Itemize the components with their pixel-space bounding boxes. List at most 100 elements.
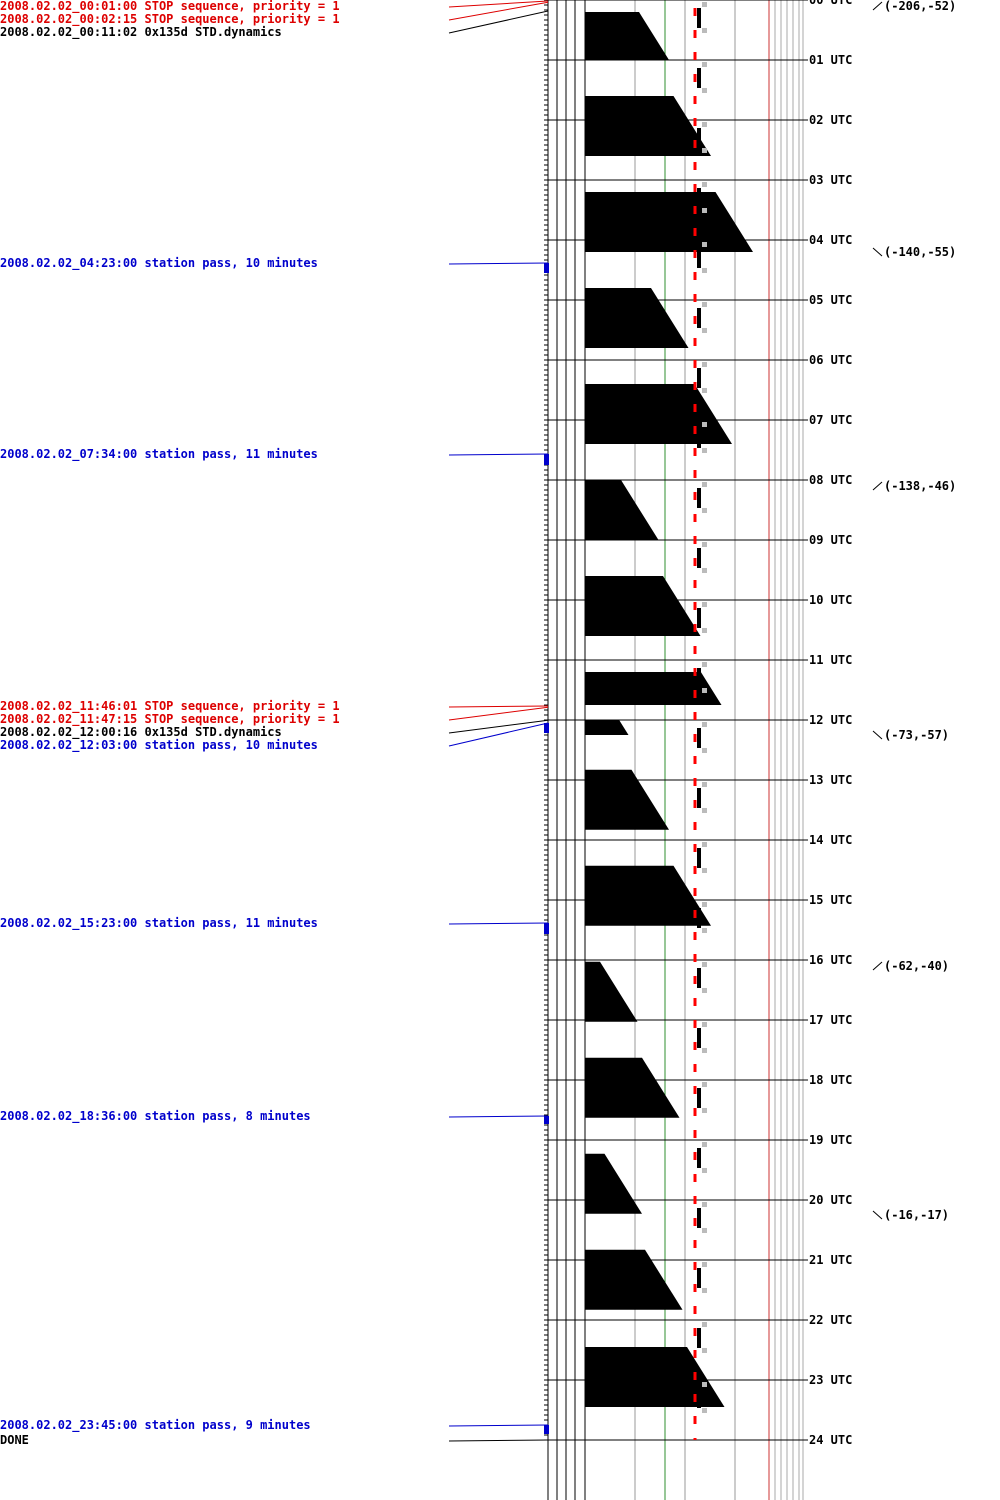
status-marker-grey: [702, 902, 707, 907]
hour-label: 04 UTC: [809, 233, 853, 247]
status-marker-grey: [702, 928, 707, 933]
status-marker-grey: [702, 602, 707, 607]
status-marker: [697, 1148, 701, 1168]
status-marker-grey: [702, 148, 707, 153]
hour-label: 20 UTC: [809, 1193, 853, 1207]
status-marker: [697, 1088, 701, 1108]
orbit-segment: [585, 1249, 683, 1310]
status-marker-grey: [702, 362, 707, 367]
hour-label: 01 UTC: [809, 53, 853, 67]
status-marker: [697, 1028, 701, 1048]
status-marker-grey: [702, 2, 707, 7]
status-marker-grey: [702, 1202, 707, 1207]
status-marker-grey: [702, 88, 707, 93]
hour-label: 23 UTC: [809, 1373, 853, 1387]
coordinate-tick-icon: [872, 481, 883, 491]
coordinate-label: (-62,-40): [884, 959, 950, 973]
event-connector: [448, 706, 549, 721]
status-marker-grey: [702, 122, 707, 127]
status-marker-grey: [702, 208, 707, 213]
event-connector: [448, 453, 549, 456]
status-marker: [697, 368, 701, 388]
status-marker: [697, 128, 701, 148]
event-label: 2008.02.02_11:46:01 STOP sequence, prior…: [0, 699, 340, 713]
hour-label: 08 UTC: [809, 473, 853, 487]
event-connector: [448, 1, 549, 21]
status-marker-grey: [702, 1108, 707, 1113]
status-marker-grey: [702, 242, 707, 247]
status-marker: [697, 668, 701, 688]
orbit-segment: [585, 1347, 725, 1407]
hour-label: 03 UTC: [809, 173, 853, 187]
status-marker: [697, 1388, 701, 1408]
status-marker-grey: [702, 1348, 707, 1353]
orbit-segment: [585, 192, 753, 252]
status-marker: [697, 68, 701, 88]
status-marker-grey: [702, 568, 707, 573]
status-marker-grey: [702, 1082, 707, 1087]
hour-label: 06 UTC: [809, 353, 853, 367]
hour-label: 16 UTC: [809, 953, 853, 967]
event-connector: [448, 922, 549, 925]
hour-label: 10 UTC: [809, 593, 853, 607]
event-label: 2008.02.02_00:11:02 0x135d STD.dynamics: [0, 25, 282, 39]
hour-label: 15 UTC: [809, 893, 853, 907]
status-marker-grey: [702, 28, 707, 33]
orbit-segment: [585, 961, 638, 1022]
station-pass-marker: [544, 922, 549, 934]
status-marker-grey: [702, 448, 707, 453]
event-label: 2008.02.02_12:03:00 station pass, 10 min…: [0, 738, 318, 752]
hour-label: 19 UTC: [809, 1133, 853, 1147]
event-label: 2008.02.02_00:02:15 STOP sequence, prior…: [0, 12, 340, 26]
status-marker-grey: [702, 1168, 707, 1173]
event-connector: [448, 262, 549, 265]
status-marker: [697, 848, 701, 868]
coordinate-tick-icon: [872, 247, 883, 257]
station-pass-marker: [544, 1425, 549, 1434]
event-connector: [448, 1439, 549, 1442]
hour-label: 17 UTC: [809, 1013, 853, 1027]
hour-label: 07 UTC: [809, 413, 853, 427]
orbit-segment: [585, 720, 629, 735]
orbit-segment: [585, 288, 689, 348]
status-marker-grey: [702, 1288, 707, 1293]
status-marker-grey: [702, 1322, 707, 1327]
hour-label: 13 UTC: [809, 773, 853, 787]
status-marker: [697, 308, 701, 328]
status-marker-grey: [702, 268, 707, 273]
event-connector: [448, 705, 549, 708]
status-marker: [697, 908, 701, 928]
orbit-segment: [585, 1057, 680, 1118]
orbit-segment: [585, 672, 722, 705]
status-marker-grey: [702, 542, 707, 547]
hour-label: 11 UTC: [809, 653, 853, 667]
status-marker-grey: [702, 1228, 707, 1233]
orbit-segment: [585, 480, 659, 540]
status-marker-grey: [702, 1408, 707, 1413]
status-marker: [697, 1268, 701, 1288]
orbit-segment: [585, 769, 669, 830]
event-label: 2008.02.02_18:36:00 station pass, 8 minu…: [0, 1109, 311, 1123]
event-connector: [448, 722, 549, 747]
hour-label: 21 UTC: [809, 1253, 853, 1267]
station-pass-marker: [544, 723, 549, 733]
status-marker: [697, 248, 701, 268]
status-marker-grey: [702, 748, 707, 753]
hour-label: 14 UTC: [809, 833, 853, 847]
orbit-segment: [585, 12, 669, 60]
status-marker-grey: [702, 62, 707, 67]
status-marker: [697, 968, 701, 988]
hour-label: 18 UTC: [809, 1073, 853, 1087]
event-label: 2008.02.02_15:23:00 station pass, 11 min…: [0, 915, 318, 930]
status-marker: [697, 488, 701, 508]
station-pass-marker: [544, 262, 549, 273]
status-marker-grey: [702, 628, 707, 633]
status-marker: [697, 188, 701, 208]
status-marker-grey: [702, 182, 707, 187]
event-connector: [448, 1424, 549, 1427]
status-marker-grey: [702, 782, 707, 787]
status-marker: [697, 1328, 701, 1348]
coordinate-label: (-138,-46): [884, 479, 957, 493]
status-marker-grey: [702, 328, 707, 333]
status-marker: [697, 788, 701, 808]
